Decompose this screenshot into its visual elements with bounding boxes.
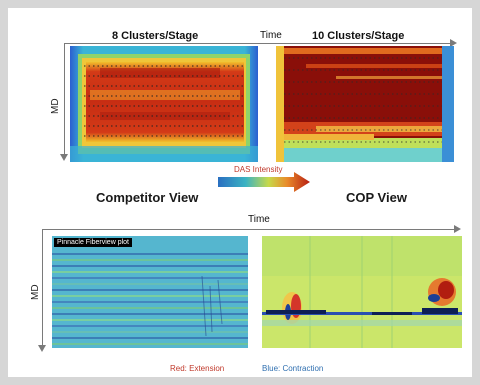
das-intensity-arrow (218, 172, 310, 192)
competitor-heatmap (70, 46, 258, 162)
bottom-md-axis (42, 229, 43, 347)
fiberview-plot: Pinnacle Fiberview plot (52, 236, 248, 348)
bottom-md-label: MD (30, 284, 41, 300)
cop-view-caption: COP View (346, 190, 407, 205)
top-time-label: Time (260, 30, 282, 41)
competitor-view-caption: Competitor View (96, 190, 199, 205)
fiberview-tag: Pinnacle Fiberview plot (54, 238, 132, 247)
bottom-time-label: Time (248, 214, 270, 225)
bottom-time-axis (42, 229, 456, 230)
legend-extension: Red: Extension (170, 364, 225, 373)
cop-heatmap (276, 46, 454, 162)
top-time-arrowhead-icon (450, 39, 457, 47)
legend-contraction: Blue: Contraction (262, 364, 324, 373)
top-md-arrowhead-icon (60, 154, 68, 161)
bottom-time-arrowhead-icon (454, 225, 461, 233)
top-md-label: MD (50, 98, 61, 114)
right-top-title: 10 Clusters/Stage (312, 30, 405, 42)
bottom-md-arrowhead-icon (38, 345, 46, 352)
das-intensity-label: DAS Intensity (234, 165, 283, 174)
top-md-axis (64, 43, 65, 156)
left-top-title: 8 Clusters/Stage (112, 30, 199, 42)
top-time-axis (64, 43, 452, 44)
strain-plot (262, 236, 462, 348)
